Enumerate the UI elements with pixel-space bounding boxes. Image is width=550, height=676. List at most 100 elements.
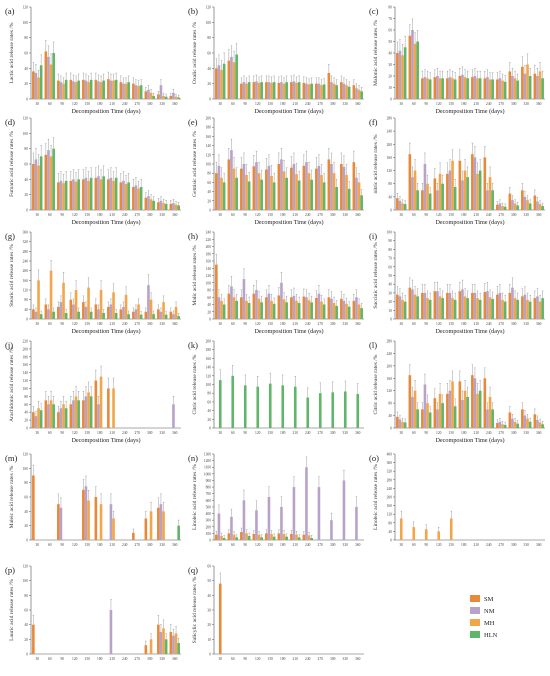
bar-SM-210 xyxy=(290,82,293,99)
bar-HLN-270 xyxy=(503,301,507,319)
y-axis-label: Arachidonic acid release rates /% xyxy=(9,347,15,422)
bar-MH-240 xyxy=(488,297,492,319)
bar-NM-270 xyxy=(498,78,502,99)
bar-NM-180 xyxy=(97,176,100,210)
bar-NM-270 xyxy=(317,83,321,99)
bar-MH-210 xyxy=(476,78,479,99)
x-tick-label: 270 xyxy=(135,213,141,217)
y-tick-label: 400 xyxy=(206,512,212,516)
x-tick-label: 240 xyxy=(305,543,311,547)
y-axis-label: Linoleic acid release rates /% xyxy=(373,464,379,530)
y-tick-label: 900 xyxy=(206,479,212,483)
bar-MH-240 xyxy=(488,79,492,99)
x-tick-label: 240 xyxy=(305,657,311,661)
bar-HLN-150 xyxy=(272,303,276,319)
panel-label: (e) xyxy=(188,117,198,127)
y-tick-label: 120 xyxy=(206,374,212,378)
bar-HLN-210 xyxy=(478,170,482,210)
y-tick-label: 160 xyxy=(206,260,212,264)
x-tick-label: 60 xyxy=(412,213,416,217)
bar-HLN-300 xyxy=(516,423,519,428)
bar-NM-180 xyxy=(280,506,283,540)
bar-HLN-150 xyxy=(89,396,93,428)
bar-SM-360 xyxy=(352,85,356,99)
bar-SM-90 xyxy=(421,292,424,319)
x-tick-label: 30 xyxy=(35,431,39,435)
y-tick-label: 120 xyxy=(23,379,29,383)
bar-SM-300 xyxy=(327,159,331,210)
panel-j: (j) 0 20 40 60 80 100 120 140 160 180 200 220 Arachid… xyxy=(5,340,181,444)
bar-HLN-60 xyxy=(235,537,238,540)
bar-MH-120 xyxy=(74,181,78,210)
bar-MH-150 xyxy=(87,82,90,99)
bar-MH-330 xyxy=(345,85,348,99)
bar-HLN-360 xyxy=(177,525,180,540)
bar-MH-30 xyxy=(37,77,40,99)
bar-SM-60 xyxy=(408,35,412,99)
bar-SM-360 xyxy=(533,73,537,99)
bar-NM-30 xyxy=(398,419,402,428)
bar-HLN-60 xyxy=(235,54,238,99)
y-tick-label: 40 xyxy=(24,623,28,627)
x-tick-label: 300 xyxy=(147,213,153,217)
x-tick-label: 300 xyxy=(147,543,153,547)
bar-MH-30 xyxy=(220,69,223,99)
bar-NM-210 xyxy=(109,504,113,540)
bar-HLN-210 xyxy=(114,177,118,210)
bar-MH-330 xyxy=(162,203,165,210)
panel-d: (d) 0 20 40 60 80 100 120 Fumaric acid release r… xyxy=(5,117,181,226)
y-tick-label: 70 xyxy=(388,17,392,21)
x-tick-label: 360 xyxy=(536,543,542,547)
y-tick-label: 0 xyxy=(209,98,211,102)
bar-SM-150 xyxy=(82,302,85,319)
bar-NM-270 xyxy=(134,309,138,319)
x-tick-label: 330 xyxy=(524,543,530,547)
bar-MH-300 xyxy=(149,92,153,99)
bar-SM-330 xyxy=(340,82,343,99)
bar-SM-180 xyxy=(277,295,281,319)
bar-HLN-300 xyxy=(152,95,155,99)
x-tick-label: 30 xyxy=(218,102,222,106)
bar-MH-240 xyxy=(307,535,311,540)
y-tick-label: 0 xyxy=(209,653,211,657)
y-axis-label: Oxalic acid release rates /% xyxy=(192,22,198,84)
bar-HLN-210 xyxy=(293,386,297,428)
bar-SM-330 xyxy=(157,94,160,99)
bar-SM-30 xyxy=(396,294,399,319)
x-tick-label: 360 xyxy=(355,322,361,326)
bar-NM-120 xyxy=(255,290,258,319)
y-tick-label: 40 xyxy=(24,308,28,312)
bar-NM-270 xyxy=(134,185,138,210)
bar-SM-30 xyxy=(32,412,35,428)
y-tick-label: 90 xyxy=(388,239,392,243)
bar-HLN-360 xyxy=(541,78,544,99)
bar-SM-270 xyxy=(496,423,499,428)
y-tick-label: 0 xyxy=(390,318,392,322)
y-axis-label: Malonic acid release rates /% xyxy=(373,20,379,86)
bar-SM-360 xyxy=(169,95,173,99)
bar-MH-150 xyxy=(451,78,454,99)
x-tick-label: 300 xyxy=(330,431,336,435)
bar-MH-330 xyxy=(526,299,529,319)
panel-n: (n) 0 100 200 300 400 500 600 700 800 900 1000 1100 1… xyxy=(188,453,364,547)
bar-SM-90 xyxy=(421,409,424,428)
x-tick-label: 360 xyxy=(172,213,178,217)
bar-HLN-60 xyxy=(416,296,419,319)
bar-NM-30 xyxy=(34,311,38,319)
bar-MH-90 xyxy=(426,403,429,428)
bar-NM-90 xyxy=(242,164,246,210)
y-tick-label: 160 xyxy=(387,377,393,381)
bar-NM-150 xyxy=(448,77,452,99)
y-tick-label: 140 xyxy=(206,366,212,370)
bar-MH-240 xyxy=(488,177,492,210)
bar-NM-210 xyxy=(292,487,296,540)
bar-NM-120 xyxy=(72,81,75,99)
panel-i: (i) 0 10 20 30 40 50 60 70 80 90 100 Succinic acid r… xyxy=(369,231,545,335)
bar-SM-30 xyxy=(32,624,35,654)
y-tick-label: 80 xyxy=(388,402,392,406)
bar-NM-150 xyxy=(84,306,88,319)
panel-label: (n) xyxy=(188,453,198,463)
bar-HLN-180 xyxy=(102,176,105,210)
bar-HLN-300 xyxy=(152,200,155,210)
y-tick-label: 240 xyxy=(387,352,393,356)
